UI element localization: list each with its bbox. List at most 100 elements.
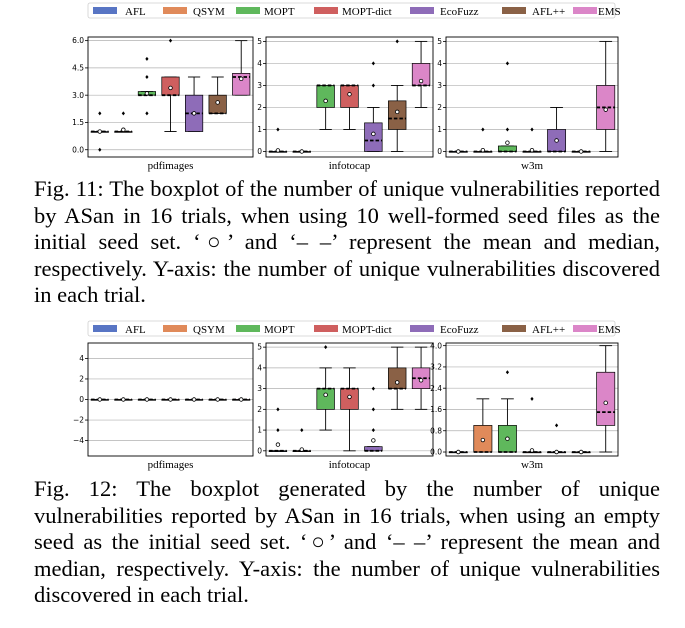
mean-marker [168, 85, 173, 91]
mean-marker [456, 149, 461, 154]
box-mopt-dict [340, 367, 359, 452]
panel-frame [445, 342, 619, 457]
y-tick-label: 6.0 [72, 36, 84, 45]
box-iqr [316, 85, 335, 108]
legend-swatch-ecofuzz [410, 7, 434, 14]
outlier-point [371, 407, 375, 412]
box-ecofuzz [364, 61, 383, 152]
y-tick-label: 4.0 [430, 341, 442, 350]
box-iqr [388, 100, 407, 130]
legend-label-ecofuzz: EcoFuzz [440, 6, 479, 18]
y-tick-label: 2 [437, 103, 442, 112]
box-mopt [316, 84, 335, 130]
mean-marker [299, 149, 304, 154]
mean-marker [97, 397, 102, 402]
box-iqr [364, 122, 383, 152]
y-tick-label: −2 [73, 416, 84, 425]
outlier-point [145, 56, 149, 61]
box-iqr [232, 73, 251, 96]
legend-swatch-ems [573, 7, 597, 14]
outlier-point [505, 61, 510, 66]
y-tick-label: 0.0 [430, 448, 442, 457]
box-aflplusplus [388, 39, 407, 152]
figure-11-boxplots: AFL QSYM MOPT MOPT-dict EcoFuzz AFL++ EMS 0.0 1.… [72, 2, 621, 172]
mean-marker [578, 149, 584, 154]
mean-marker [347, 92, 352, 97]
mean-marker [121, 127, 126, 132]
panel-frame [265, 36, 434, 158]
box-mopt [316, 345, 335, 431]
y-tick-label: 1 [257, 125, 262, 134]
figure-11-caption: Fig. 11: The boxplot of the number of un… [34, 176, 660, 307]
y-tick-label: 3 [437, 81, 442, 90]
mean-marker [418, 378, 424, 383]
outlier-point [530, 127, 534, 132]
outlier-point [530, 396, 534, 401]
y-tick-label: −4 [73, 436, 84, 445]
panel-xlabel: pdfimages [148, 160, 194, 172]
y-tick-label: 3 [257, 81, 262, 90]
mean-marker [603, 107, 608, 112]
outlier-point [145, 111, 149, 116]
box-ems [596, 345, 616, 453]
box-iqr [316, 388, 335, 410]
box-aflplusplus [571, 149, 591, 154]
box-qsym [473, 398, 493, 453]
y-tick-label: 4.5 [72, 64, 84, 73]
mean-marker [323, 392, 328, 398]
panel-pdfimages: 0.0 1.5 3.0 4.5 6.0 pdfimages [72, 36, 254, 172]
box-afl [90, 397, 109, 402]
y-tick-label: 5 [257, 343, 262, 352]
legend-swatch-aflplusplus [502, 7, 526, 14]
legend-label-ems: EMS [598, 324, 621, 336]
box-qsym [292, 149, 311, 154]
box-ems [411, 346, 431, 410]
mean-marker [144, 397, 150, 402]
legend-frame [87, 2, 616, 19]
mean-marker [215, 397, 220, 402]
mean-marker [603, 400, 608, 406]
legend-frame [87, 320, 616, 337]
legend-label-aflplusplus: AFL++ [532, 324, 565, 336]
outlier-point [505, 370, 510, 375]
mean-marker [144, 91, 150, 96]
outlier-point [371, 61, 375, 66]
box-mopt-dict [340, 84, 359, 130]
box-aflplusplus [208, 397, 227, 402]
mean-marker [168, 397, 173, 402]
legend-label-mopt-dict: MOPT-dict [342, 324, 392, 336]
legend-label-qsym: QSYM [193, 324, 225, 336]
legend-swatch-ems [573, 325, 597, 332]
y-tick-label: 3 [257, 384, 262, 393]
outlier-point [168, 38, 173, 43]
mean-marker [456, 449, 461, 455]
box-afl [448, 449, 468, 455]
panel-pdfimages: −4 −2 0 2 4 pdfimages [73, 342, 254, 471]
legend-label-mopt: MOPT [264, 324, 295, 336]
panel-frame [87, 342, 254, 457]
box-iqr [596, 371, 616, 426]
outlier-point [371, 428, 375, 433]
box-mopt-dict [161, 397, 180, 402]
legend-swatch-qsym [163, 325, 187, 332]
mean-marker [480, 437, 486, 443]
mean-marker [418, 78, 424, 84]
mean-marker [323, 98, 328, 104]
panel-xlabel: w3m [521, 160, 543, 172]
box-mopt [137, 56, 156, 116]
outlier-point [371, 386, 375, 391]
mean-marker [191, 397, 197, 402]
panel-xlabel: infotocap [329, 459, 371, 471]
box-ecofuzz [185, 397, 204, 402]
outlier-point [481, 127, 485, 132]
box-afl [448, 149, 468, 154]
outlier-point [554, 423, 559, 428]
legend-swatch-ecofuzz [410, 325, 434, 332]
box-qsym [114, 397, 133, 402]
legend-label-mopt: MOPT [264, 6, 295, 18]
mean-marker [239, 397, 244, 402]
mean-marker [347, 394, 352, 400]
mean-marker [529, 448, 535, 453]
box-ecofuzz [547, 423, 567, 455]
outlier-point [276, 127, 280, 132]
